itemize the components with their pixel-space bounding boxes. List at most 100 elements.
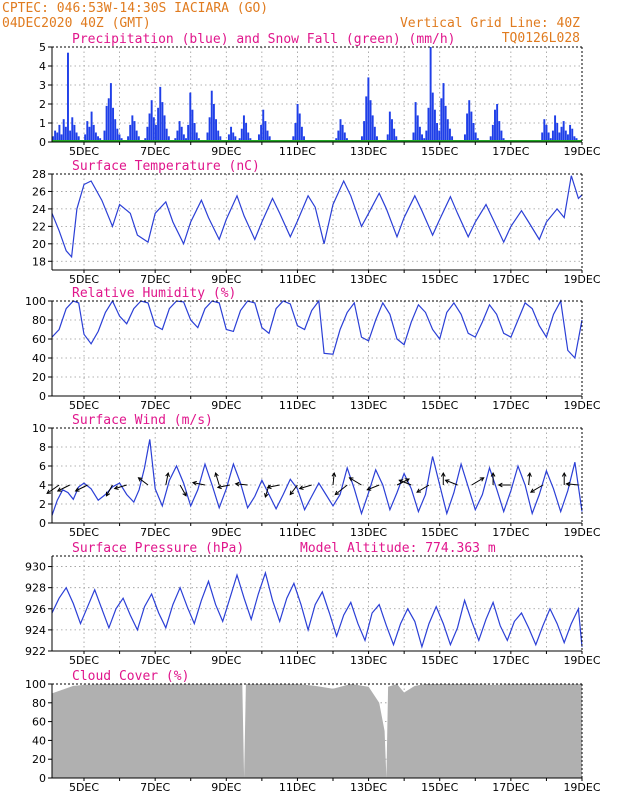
wind-vector xyxy=(416,484,430,493)
y-tick-label: 2 xyxy=(39,98,46,111)
precip-bar xyxy=(62,119,65,142)
precip-bar xyxy=(264,121,267,142)
precip-bar xyxy=(448,128,451,142)
precip-bar xyxy=(298,113,301,142)
x-tick-label: 19DEC xyxy=(563,399,600,412)
precip-bar xyxy=(303,136,305,142)
x-tick-label: 13DEC xyxy=(350,273,387,286)
precip-bar xyxy=(180,126,183,142)
y-tick-label: 2 xyxy=(39,498,46,511)
precip-bar xyxy=(212,104,215,142)
y-tick-label: 60 xyxy=(32,716,46,729)
panel-1: Precipitation (blue) and Snow Fall (gree… xyxy=(39,32,601,158)
precip-bar xyxy=(135,130,138,142)
panel-4: Surface Wind (m/s) 0 2 4 6 8 10 5DEC 7DEC 9DEC 11D… xyxy=(32,413,601,539)
y-tick-label: 40 xyxy=(32,352,46,365)
y-tick-label: 1 xyxy=(39,117,46,130)
x-tick-label: 5DEC xyxy=(69,145,99,158)
x-tick-label: 17DEC xyxy=(492,145,529,158)
wind-vector xyxy=(331,471,337,486)
x-tick-label: 19DEC xyxy=(563,654,600,667)
precip-bar xyxy=(148,113,151,142)
panel-6: Cloud Cover (%) 0 20 40 60 80 100 5DEC 7DEC 9DEC 1… xyxy=(25,669,601,794)
precip-bar xyxy=(165,128,168,142)
header-date: 04DEC2020 40Z (GMT) xyxy=(2,16,151,31)
x-tick-label: 7DEC xyxy=(140,781,170,794)
y-tick-label: 5 xyxy=(39,41,46,54)
header-location: CPTEC: 046:53W-14:30S IACIARA (GO) xyxy=(2,1,268,16)
precip-bar xyxy=(52,136,54,142)
precip-bar xyxy=(167,136,170,142)
precip-bar xyxy=(86,121,89,142)
precip-bar xyxy=(206,132,209,142)
x-tick-label: 15DEC xyxy=(421,781,458,794)
precip-bar xyxy=(245,123,248,142)
precip-bar xyxy=(67,52,69,143)
precip-bar xyxy=(339,119,342,142)
precip-bar xyxy=(114,119,117,142)
y-tick-label: 20 xyxy=(32,753,46,766)
wind-vector xyxy=(216,484,230,490)
wind-vector xyxy=(440,471,446,485)
precip-bar xyxy=(343,132,346,142)
precip-bar xyxy=(116,128,119,142)
y-tick-label: 24 xyxy=(32,203,46,216)
precip-bar xyxy=(545,124,548,142)
precip-bar xyxy=(105,105,108,142)
y-tick-label: 8 xyxy=(39,441,46,454)
precip-bar xyxy=(187,124,190,142)
x-tick-label: 7DEC xyxy=(140,145,170,158)
x-tick-label: 5DEC xyxy=(69,654,99,667)
precip-bar xyxy=(412,132,415,142)
precip-bar xyxy=(442,83,445,142)
precip-bar xyxy=(154,124,157,142)
wind-vector xyxy=(471,477,485,486)
precip-bar xyxy=(427,107,430,142)
x-tick-label: 15DEC xyxy=(421,526,458,539)
wind-vector xyxy=(289,484,298,496)
precip-bar xyxy=(433,109,436,142)
precip-bar xyxy=(466,113,469,142)
precip-bar xyxy=(268,136,271,142)
x-tick-label: 19DEC xyxy=(563,145,600,158)
precip-bar xyxy=(109,83,112,142)
x-tick-label: 11DEC xyxy=(279,526,316,539)
precip-bar xyxy=(360,136,363,142)
header: CPTEC: 046:53W-14:30S IACIARA (GO) 04DEC… xyxy=(2,1,580,46)
x-tick-label: 5DEC xyxy=(69,273,99,286)
x-tick-label: 13DEC xyxy=(350,781,387,794)
wind-vector xyxy=(398,479,412,486)
y-tick-label: 100 xyxy=(25,295,46,308)
precip-bar xyxy=(182,134,185,142)
precip-bar xyxy=(474,132,477,142)
y-tick-label: 926 xyxy=(25,603,46,616)
y-tick-label: 20 xyxy=(32,371,46,384)
x-tick-label: 19DEC xyxy=(563,526,600,539)
precip-bar xyxy=(300,126,303,142)
precip-bar xyxy=(131,115,134,142)
x-tick-label: 15DEC xyxy=(421,273,458,286)
precip-bar xyxy=(242,115,245,142)
precip-bar xyxy=(371,115,374,142)
precip-bar xyxy=(416,115,419,142)
precip-bar xyxy=(494,109,496,142)
wind-vector xyxy=(165,471,170,486)
x-tick-label: 9DEC xyxy=(211,273,241,286)
wind-vector xyxy=(348,477,362,486)
wind-vector xyxy=(105,484,113,497)
x-tick-label: 9DEC xyxy=(211,654,241,667)
x-tick-label: 17DEC xyxy=(492,526,529,539)
precip-bar xyxy=(266,130,269,142)
precip-bar xyxy=(195,132,198,142)
y-tick-label: 18 xyxy=(32,255,46,268)
wind-vector xyxy=(266,484,280,490)
x-tick-label: 17DEC xyxy=(492,399,529,412)
precip-bar xyxy=(247,132,250,142)
x-tick-label: 7DEC xyxy=(140,399,170,412)
x-tick-label: 15DEC xyxy=(421,654,458,667)
x-tick-label: 7DEC xyxy=(140,273,170,286)
y-tick-label: 20 xyxy=(32,238,46,251)
wind-vector xyxy=(444,479,458,486)
wind-vector xyxy=(565,481,579,487)
x-tick-label: 11DEC xyxy=(279,654,316,667)
